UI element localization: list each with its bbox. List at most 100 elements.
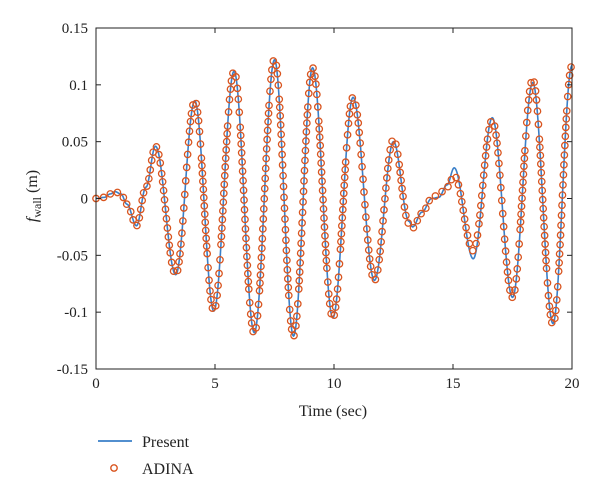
data-point-adina (302, 127, 311, 136)
data-point-adina (485, 125, 493, 134)
data-point-adina (544, 291, 553, 300)
data-point-adina (396, 168, 405, 177)
data-point-adina (263, 126, 272, 135)
data-point-adina (257, 262, 265, 271)
data-point-adina (157, 169, 166, 178)
data-point-adina (240, 205, 249, 214)
data-point-adina (295, 276, 304, 285)
data-point-adina (313, 103, 322, 111)
data-point-adina (237, 140, 246, 148)
data-point-adina (281, 225, 290, 234)
data-point-adina (527, 78, 535, 87)
data-point-adina (216, 255, 224, 264)
data-point-adina (227, 77, 236, 85)
data-point-adina (218, 224, 226, 233)
data-point-adina (477, 191, 486, 200)
data-point-adina (194, 116, 203, 125)
data-point-adina (413, 216, 422, 225)
data-point-adina (354, 119, 363, 127)
data-point-adina (302, 137, 310, 145)
data-point-adina (316, 141, 325, 150)
data-point-adina (241, 225, 250, 233)
data-point-adina (532, 96, 541, 104)
data-point-adina (533, 107, 542, 116)
data-point-adina (490, 122, 499, 130)
data-point-adina (325, 299, 334, 308)
data-point-adina (500, 235, 509, 244)
data-point-adina (494, 148, 502, 157)
data-point-adina (519, 170, 528, 179)
data-point-adina (214, 281, 222, 290)
data-point-adina (311, 72, 319, 81)
data-point-adina (283, 265, 292, 274)
data-point-adina (315, 133, 324, 141)
data-point-adina (476, 211, 484, 219)
data-point-adina (256, 271, 265, 279)
data-point-adina (379, 217, 387, 225)
data-point-adina (281, 215, 289, 223)
data-point-adina (460, 215, 469, 223)
data-point-adina (298, 208, 307, 217)
data-point-adina (186, 117, 195, 126)
data-point-adina (254, 300, 263, 309)
data-point-adina (309, 64, 317, 72)
data-point-adina (241, 215, 249, 224)
data-point-adina (235, 108, 244, 117)
data-point-adina (239, 176, 247, 185)
data-point-adina (211, 301, 220, 310)
data-point-adina (255, 286, 264, 295)
legend: Present ADINA (98, 434, 194, 478)
data-point-adina (225, 95, 234, 104)
data-point-adina (431, 192, 440, 200)
data-point-adina (358, 162, 366, 171)
data-point-adina (279, 171, 287, 180)
data-point-adina (237, 148, 246, 157)
y-tick-label: -0.15 (57, 362, 88, 378)
data-point-adina (223, 122, 232, 130)
data-point-adina (334, 273, 343, 282)
data-point-adina (219, 198, 228, 207)
data-point-adina (515, 240, 524, 248)
data-point-adina (220, 171, 229, 180)
data-point-adina (517, 210, 525, 219)
data-point-adina (332, 295, 341, 303)
data-point-adina (133, 221, 141, 230)
data-point-adina (476, 201, 485, 210)
data-point-adina (165, 241, 174, 250)
data-point-adina (360, 188, 368, 196)
data-point-adina (243, 261, 252, 270)
data-point-adina (179, 217, 187, 225)
data-point-adina (202, 234, 211, 243)
data-point-adina (337, 237, 345, 246)
data-point-adina (501, 247, 510, 255)
data-point-adina (261, 174, 270, 183)
data-point-adina (293, 300, 302, 308)
data-point-adina (561, 123, 570, 132)
data-point-adina (540, 222, 549, 231)
data-point-adina (242, 243, 251, 252)
data-point-adina (146, 166, 155, 174)
data-point-adina (457, 197, 466, 206)
data-point-adina (273, 69, 282, 78)
data-point-adina (558, 191, 567, 199)
data-point-adina (139, 188, 148, 197)
data-point-adina (444, 182, 452, 191)
data-point-adina (258, 234, 267, 243)
data-point-adina (245, 298, 254, 307)
data-point-adina (156, 159, 165, 167)
data-point-adina (554, 267, 563, 276)
data-point-adina (296, 258, 305, 267)
data-point-adina (375, 255, 384, 264)
data-point-adina (333, 285, 342, 293)
data-point-adina (192, 99, 201, 108)
data-point-adina (447, 175, 456, 184)
data-point-adina (365, 255, 374, 263)
data-point-adina (167, 258, 176, 267)
data-point-adina (284, 291, 293, 300)
data-point-adina (520, 154, 529, 163)
data-point-adina (556, 231, 565, 239)
data-point-adina (200, 210, 209, 218)
data-point-adina (542, 264, 551, 273)
data-point-adina (318, 186, 327, 195)
data-point-adina (393, 150, 402, 159)
